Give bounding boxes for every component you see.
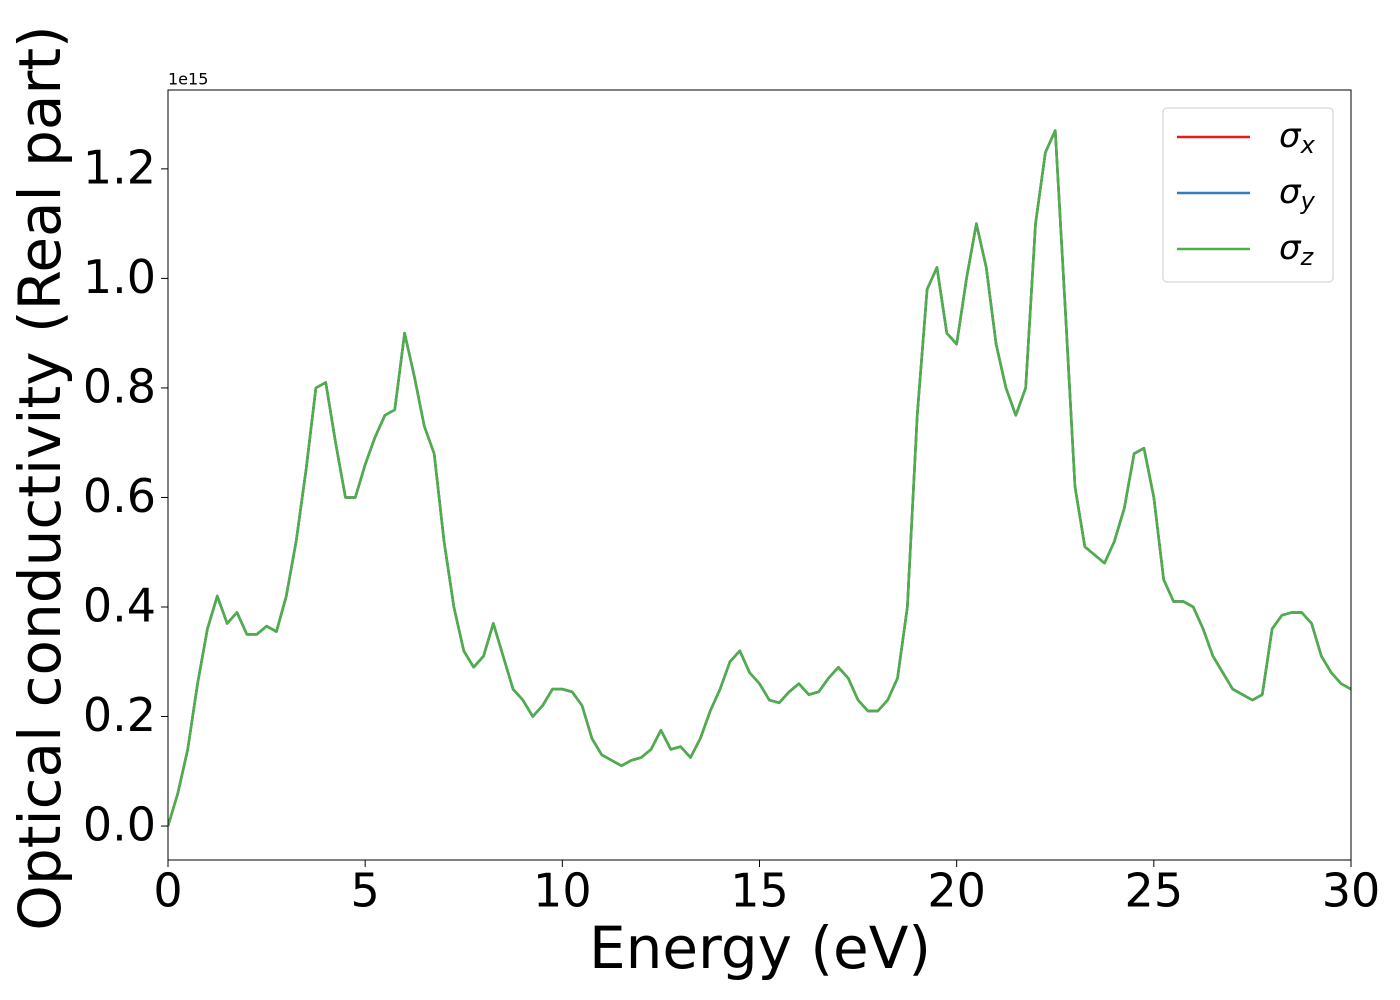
- x-tick-label: 20: [927, 864, 986, 918]
- y-tick-label: 0.0: [83, 798, 156, 852]
- x-tick-label: 15: [730, 864, 789, 918]
- x-tick-label: 25: [1125, 864, 1184, 918]
- y-tick-label: 0.6: [83, 469, 156, 523]
- x-tick-label: 30: [1322, 864, 1381, 918]
- y-tick-label: 1.2: [83, 140, 156, 194]
- legend-box: [1162, 107, 1334, 283]
- y-axis-label: Optical conductivity (Real part): [6, 25, 74, 930]
- series-line: [168, 129, 1351, 827]
- y-tick-label: 0.8: [83, 359, 156, 413]
- x-tick-label: 0: [153, 864, 182, 918]
- x-axis-label: Energy (eV): [589, 914, 931, 982]
- legend-label: σz: [1279, 228, 1315, 272]
- y-tick-label: 0.4: [83, 578, 156, 632]
- legend-label: σy: [1279, 172, 1316, 216]
- legend-label: σx: [1279, 116, 1316, 160]
- x-tick-label: 10: [533, 864, 592, 918]
- y-tick-label: 1.0: [83, 250, 156, 304]
- y-tick-label: 0.2: [83, 688, 156, 742]
- plot-frame: [167, 89, 1352, 861]
- offset-text: 1e15: [168, 70, 208, 89]
- x-tick-label: 5: [351, 864, 380, 918]
